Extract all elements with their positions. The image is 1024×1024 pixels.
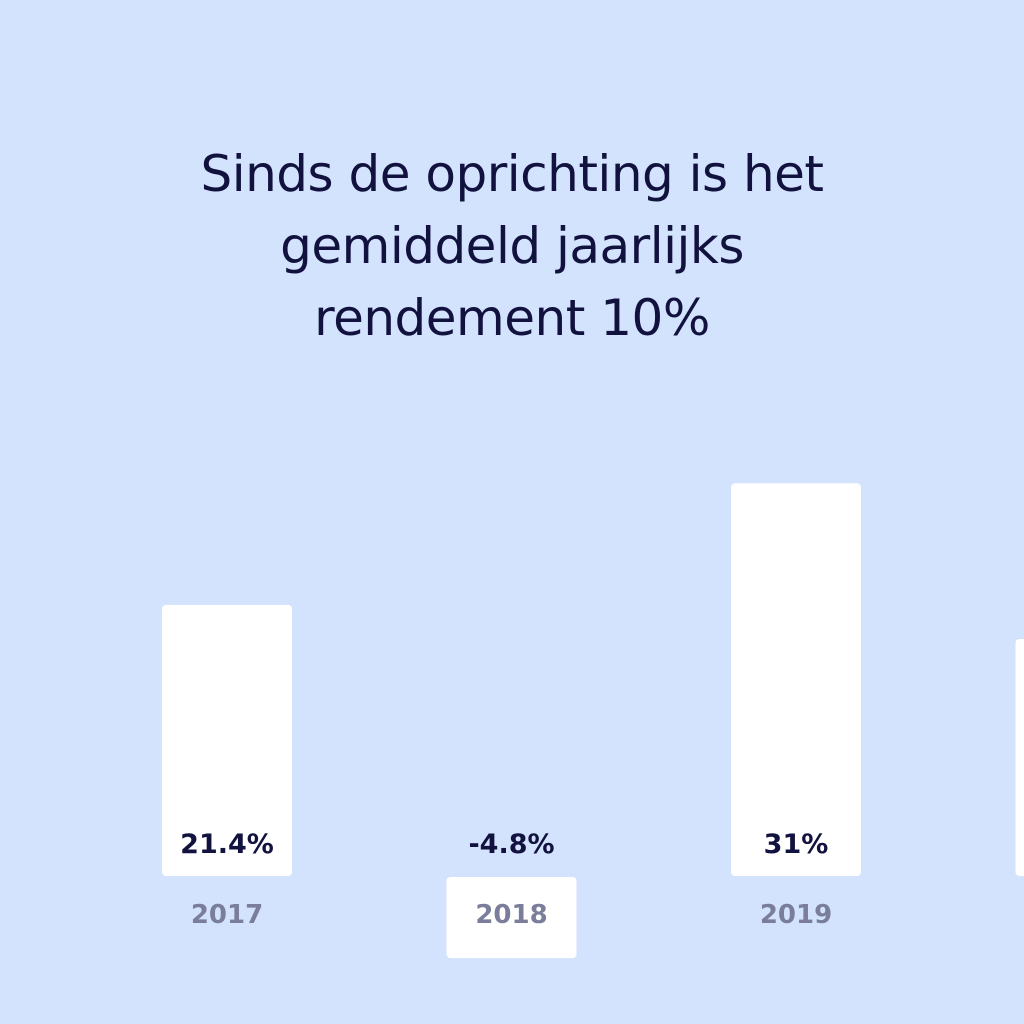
value-label-2017: 21.4% (180, 829, 274, 860)
bar-2018 (446, 877, 577, 959)
bar-2020 (1015, 639, 1024, 876)
value-label-2019: 31% (764, 829, 829, 860)
title-line-1: Sinds de oprichting is het (200, 145, 824, 203)
chart-title: Sinds de oprichting is het gemiddeld jaa… (0, 138, 1024, 354)
year-label-2017: 2017 (191, 900, 263, 930)
title-line-3: rendement 10% (314, 289, 710, 347)
bar-2017 (162, 604, 292, 876)
year-label-2018: 2018 (475, 900, 547, 930)
bar-2019 (731, 483, 861, 876)
title-line-2: gemiddeld jaarlijks (280, 217, 744, 275)
year-label-2019: 2019 (760, 900, 832, 930)
value-label-2018: -4.8% (468, 829, 554, 860)
